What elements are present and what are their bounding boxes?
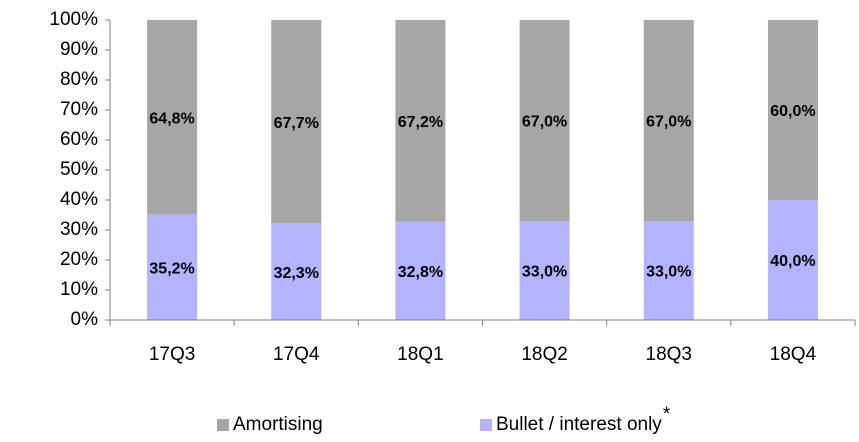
- y-tick-label: 60%: [60, 129, 98, 150]
- data-label: 67,2%: [398, 114, 443, 131]
- legend-swatch: [480, 419, 492, 431]
- x-tick-label: 18Q3: [646, 344, 692, 365]
- bar-segment: [767, 200, 818, 320]
- y-tick-label: 20%: [60, 249, 98, 270]
- data-label: 64,8%: [149, 110, 194, 127]
- data-label: 67,0%: [522, 114, 567, 131]
- data-label: 67,0%: [646, 114, 691, 131]
- y-tick-label: 50%: [60, 159, 98, 180]
- data-label: 33,0%: [522, 264, 567, 281]
- y-tick-label: 40%: [60, 189, 98, 210]
- data-label: 35,2%: [149, 260, 194, 277]
- bar-segment: [767, 20, 818, 200]
- bar-segment: [147, 20, 198, 215]
- data-label: 32,3%: [274, 265, 319, 282]
- y-tick-label: 10%: [60, 279, 98, 300]
- x-tick-label: 18Q2: [521, 344, 567, 365]
- legend-marker: *: [663, 404, 671, 425]
- data-label: 40,0%: [770, 253, 815, 270]
- x-tick-label: 18Q4: [770, 344, 817, 365]
- bar-segment: [147, 214, 198, 320]
- data-label: 60,0%: [770, 103, 815, 120]
- bar-segment: [395, 20, 446, 222]
- y-tick-label: 100%: [49, 9, 98, 30]
- y-tick-label: 70%: [60, 99, 98, 120]
- legend-swatch: [217, 419, 229, 431]
- x-tick-label: 17Q3: [149, 344, 195, 365]
- bar-segment: [271, 223, 322, 320]
- data-label: 32,8%: [398, 264, 443, 281]
- bar-segment: [643, 20, 694, 221]
- x-tick-label: 17Q4: [273, 344, 320, 365]
- data-label: 33,0%: [646, 264, 691, 281]
- y-tick-label: 30%: [60, 219, 98, 240]
- data-label: 67,7%: [274, 115, 319, 132]
- bar-segment: [519, 20, 570, 221]
- y-tick-label: 80%: [60, 69, 98, 90]
- y-tick-label: 90%: [60, 39, 98, 60]
- bar-segment: [271, 20, 322, 224]
- bar-segment: [395, 221, 446, 320]
- bar-segment: [519, 221, 570, 320]
- legend-label: Amortising: [233, 414, 323, 435]
- bar-segment: [643, 221, 694, 320]
- legend-label: Bullet / interest only: [496, 414, 662, 435]
- x-tick-label: 18Q1: [397, 344, 443, 365]
- y-tick-label: 0%: [71, 309, 99, 330]
